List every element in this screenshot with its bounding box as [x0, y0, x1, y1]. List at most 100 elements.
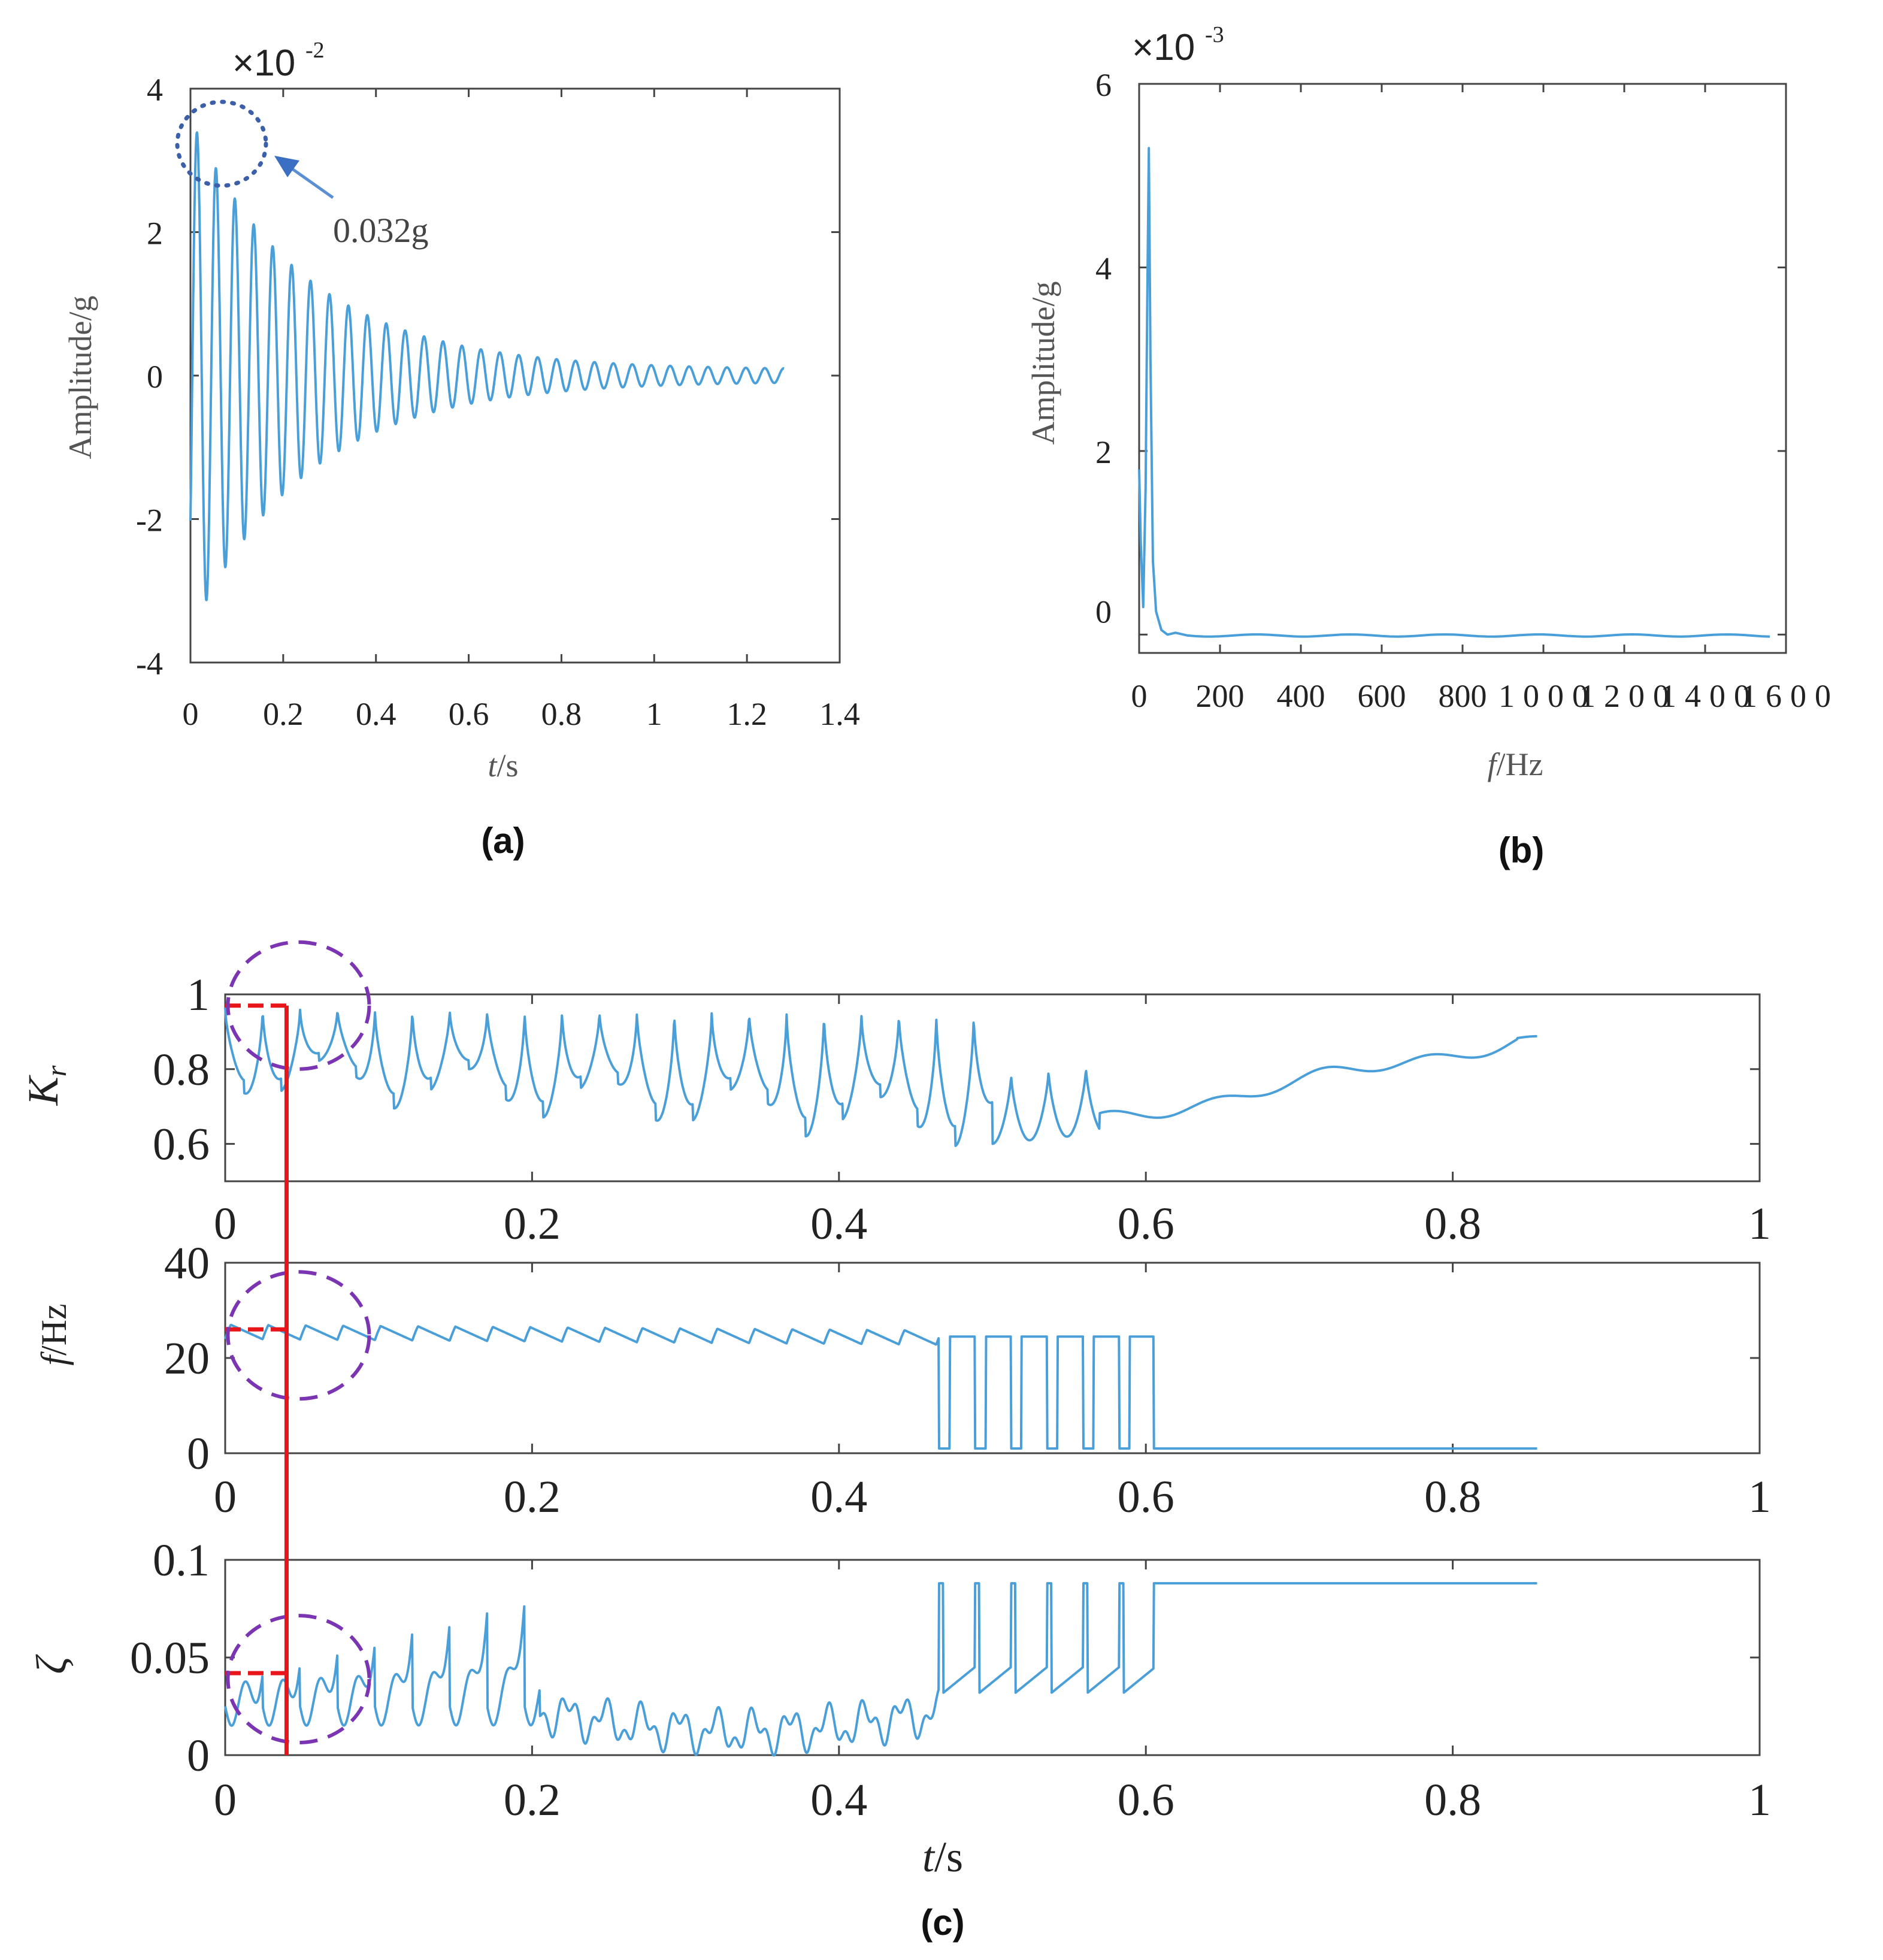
panel-a-annotation-arrowhead	[274, 156, 299, 177]
panel-c-series	[224, 1007, 1538, 1757]
panel-c-label: (c)	[921, 1902, 964, 1943]
panel-c-kr-x-tick-label: 0.2	[504, 1199, 561, 1249]
panel-c-kr-y-tick-label: 0.8	[153, 1045, 210, 1095]
panel-b-x-tick-label: 0	[1131, 678, 1148, 714]
panel-c-kr-y-tick-label: 1	[187, 970, 210, 1020]
panel-c-x-tick-labels: 0 0.2 0.4 0.6 0.8 1 0 0.2 0.4 0.6 0.8 1 0 0.2 0.4 0.6 0.…	[214, 1199, 1771, 1825]
panel-c-damping-x-tick-label: 0	[214, 1775, 237, 1825]
panel-b-x-tick-label: 1000	[1498, 678, 1588, 714]
panel-b-x-axis-label: f/Hz	[1488, 746, 1543, 782]
panel-b-spectrum-line	[1138, 147, 1770, 638]
panel-b-x-tick-label: 200	[1196, 678, 1245, 714]
panel-c-freq-x-tick-label: 0.8	[1424, 1472, 1481, 1522]
panel-c-freq-highlight-circle	[226, 1270, 371, 1401]
panel-a-y-axis-label: Amplitude/g	[62, 296, 98, 459]
panel-a-signal-line	[189, 131, 785, 601]
panel-a-annotation-arrow	[291, 167, 334, 199]
panel-a-annotation-text: 0.032g	[333, 211, 429, 250]
panel-b-exponent-label: ×10	[1132, 27, 1195, 68]
panel-a-exponent-power: -2	[305, 38, 325, 63]
panel-b-label: (b)	[1498, 830, 1545, 870]
panel-c-damping-x-tick-label: 0.2	[504, 1775, 561, 1825]
panel-c-freq-x-tick-label: 0.2	[504, 1472, 561, 1522]
panel-a-x-tick-label: 0.4	[356, 696, 396, 732]
panel-b-y-tick-label: 6	[1095, 67, 1112, 103]
panel-b-x-tick-label: 400	[1277, 678, 1325, 714]
panel-a-y-tick-labels: -4 -2 0 2 4	[136, 72, 163, 682]
panel-a-y-tick-label: -4	[136, 646, 163, 682]
panel-a-x-tick-label: 0.6	[449, 696, 489, 732]
panel-a-label: (a)	[481, 821, 525, 861]
panel-c-kr-x-tick-label: 0.6	[1118, 1199, 1174, 1249]
panel-c-x-axis-label: t/s	[922, 1833, 963, 1881]
panel-a-x-axis-label: t/s	[488, 748, 518, 784]
panel-c-damping-x-tick-label: 0.4	[810, 1775, 867, 1825]
panel-c-damping-highlight-circle	[226, 1614, 371, 1745]
panel-a-x-tick-label: 1.2	[726, 696, 767, 732]
panel-c-freq-line	[224, 1323, 1538, 1450]
panel-c-kr-line	[224, 1007, 1538, 1147]
panel-c-damping-line	[224, 1582, 1538, 1757]
panel-c-freq-y-label: f/Hz	[34, 1303, 74, 1365]
panel-b-x-tick-label: 1400	[1660, 678, 1750, 714]
panel-a-x-tick-label: 1	[646, 696, 662, 732]
panel-c-kr-y-label: Kr	[19, 1065, 72, 1106]
panel-a-y-tick-label: 0	[147, 359, 163, 395]
panel-b-y-tick-label: 4	[1095, 250, 1112, 286]
panel-c-damping-y-label: ζ	[28, 1654, 75, 1674]
panel-c-y-tick-labels: 0.6 0.8 1 0 20 40 0 0.05 0.1	[130, 970, 210, 1781]
panel-c-freq-x-tick-label: 0.4	[810, 1472, 867, 1522]
panel-a-x-tick-label: 1.4	[819, 696, 860, 732]
panel-b-exponent-power: -3	[1205, 22, 1224, 47]
panel-c-freq-frame	[224, 1262, 1761, 1454]
panel-c-freq-x-tick-label: 0.6	[1118, 1472, 1174, 1522]
panel-c-kr-highlight-circle	[226, 940, 371, 1071]
panel-a-series	[189, 131, 785, 601]
panel-c-damping-x-tick-label: 1	[1748, 1775, 1771, 1825]
panel-c-damping-y-tick-label: 0	[187, 1731, 210, 1781]
panel-c-freq-y-tick-label: 20	[164, 1333, 210, 1384]
panel-c-damping-y-tick-label: 0.05	[130, 1633, 210, 1683]
panel-b-x-tick-label: 600	[1358, 678, 1406, 714]
panel-b-y-axis-label: Amplitude/g	[1025, 282, 1061, 445]
panel-c-damping-x-tick-label: 0.6	[1118, 1775, 1174, 1825]
panel-c-kr-x-tick-label: 1	[1748, 1199, 1771, 1249]
panel-a-x-tick-label: 0.2	[263, 696, 304, 732]
panel-b-ticks	[1138, 83, 1787, 653]
panel-c-damping-x-tick-label: 0.8	[1424, 1775, 1481, 1825]
panel-a-x-tick-labels: 0 0.2 0.4 0.6 0.8 1 1.2 1.4	[183, 696, 860, 732]
panel-c-kr-x-tick-label: 0.8	[1424, 1199, 1481, 1249]
panel-c-kr-x-tick-label: 0	[214, 1199, 237, 1249]
panel-c-freq-x-tick-label: 0	[214, 1472, 237, 1522]
panel-a-time-signal: 0 0.2 0.4 0.6 0.8 1 1.2 1.4 -4 -2 0 2 4 ×10 -2 Ampl…	[62, 38, 860, 861]
panel-a-y-tick-label: 4	[147, 72, 163, 108]
panel-c-kr-frame	[224, 993, 1761, 1182]
panel-b-x-tick-label: 800	[1439, 678, 1487, 714]
panel-a-y-tick-label: -2	[136, 503, 163, 539]
panel-c-ticks	[224, 993, 1761, 1756]
panel-a-exponent-label: ×10	[232, 43, 295, 84]
panel-c-kr-x-tick-label: 0.4	[810, 1199, 867, 1249]
panel-b-series	[1138, 147, 1770, 638]
panel-a-y-tick-label: 2	[147, 216, 163, 252]
panel-a-x-tick-label: 0	[183, 696, 199, 732]
panel-a-ticks	[189, 87, 841, 664]
panel-c-kr-y-tick-label: 0.6	[153, 1120, 210, 1170]
panel-b-x-tick-label: 1200	[1579, 678, 1669, 714]
panel-b-y-tick-label: 0	[1095, 594, 1112, 630]
panel-c-freq-y-tick-label: 40	[164, 1238, 210, 1288]
panel-b-y-tick-labels: 0 2 4 6	[1095, 67, 1112, 630]
panel-a-x-tick-label: 0.8	[541, 696, 582, 732]
panel-c-freq-y-tick-label: 0	[187, 1429, 210, 1479]
panel-c-damping-y-tick-label: 0.1	[153, 1535, 210, 1586]
panel-c-identified-parameters: 0 0.2 0.4 0.6 0.8 10 0.2 0.4 0.6 0.8 10 0.2 0.4 0.6 0.…	[19, 940, 1771, 1943]
panel-c-freq-x-tick-label: 1	[1748, 1472, 1771, 1522]
panel-a-peak-circle	[175, 99, 268, 188]
panel-b-plot-frame	[1138, 83, 1787, 654]
panel-b-y-tick-label: 2	[1095, 434, 1112, 470]
panel-c-markers	[225, 940, 371, 1755]
panel-b-x-tick-label: 1600	[1741, 678, 1831, 714]
